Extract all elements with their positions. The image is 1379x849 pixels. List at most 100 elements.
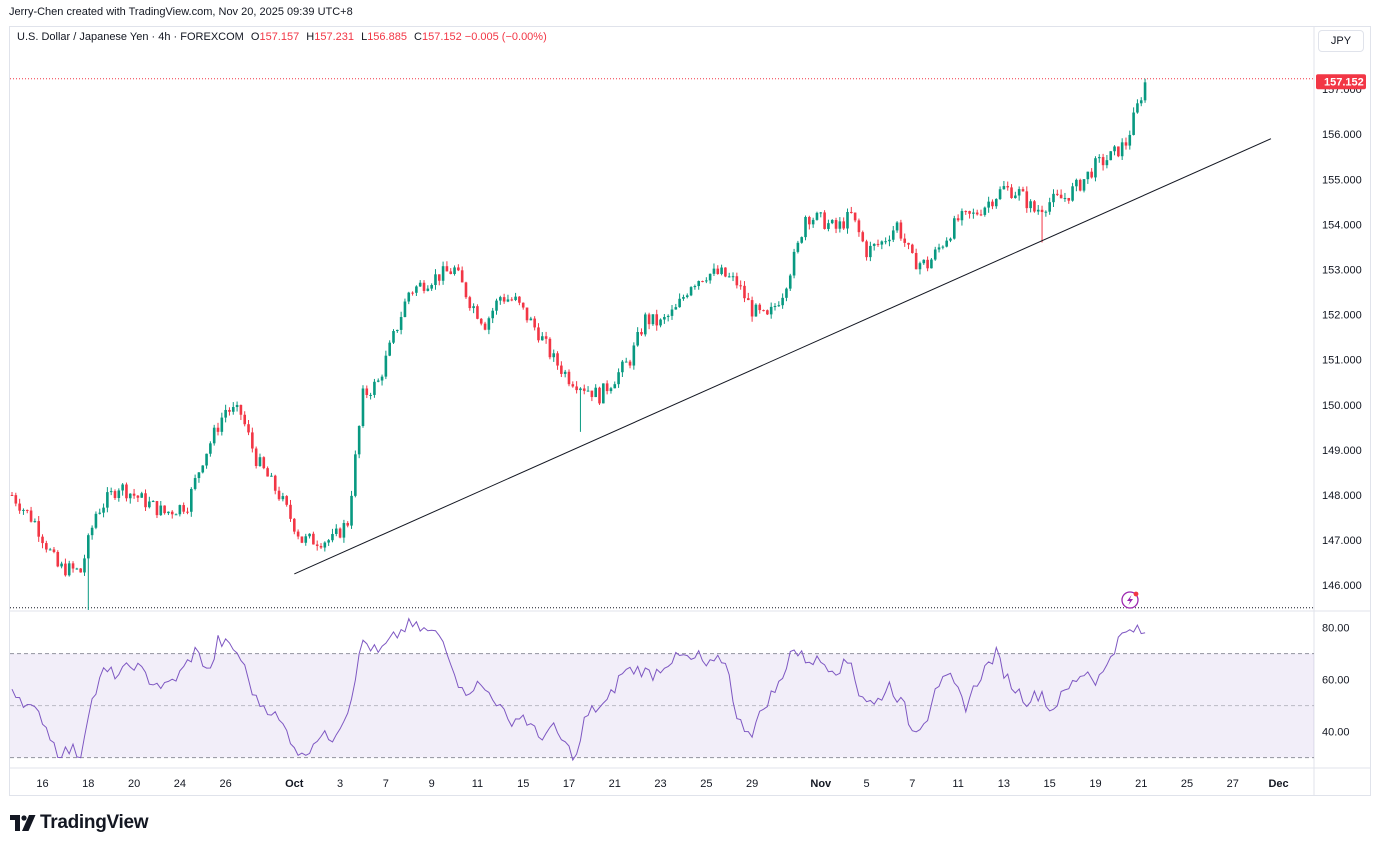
candle	[491, 307, 494, 324]
candle	[605, 380, 609, 395]
candle	[247, 419, 250, 436]
candle	[94, 511, 98, 530]
candle	[853, 212, 857, 223]
candle	[365, 385, 369, 399]
time-tick-label: Oct	[285, 778, 304, 790]
candle	[197, 471, 201, 483]
candle	[41, 534, 44, 549]
candle	[1029, 199, 1032, 213]
candle	[216, 422, 220, 436]
candle	[434, 269, 437, 290]
candle	[1071, 182, 1074, 202]
candle	[167, 511, 170, 516]
candle	[575, 381, 578, 394]
candle	[121, 483, 124, 496]
time-tick-label: 7	[909, 778, 915, 790]
candle	[590, 390, 594, 402]
candle	[708, 273, 712, 284]
candle	[209, 441, 212, 457]
symbol-title[interactable]: U.S. Dollar / Japanese Yen · 4h · FOREXC…	[17, 31, 244, 43]
candle	[422, 280, 426, 294]
candle	[182, 502, 185, 514]
candle	[56, 550, 60, 568]
candle	[781, 293, 784, 309]
tradingview-logo[interactable]: TradingView	[10, 812, 149, 834]
time-tick-label: 5	[863, 778, 869, 790]
candle	[861, 230, 865, 243]
price-tick-label: 146.000	[1322, 580, 1362, 592]
candle	[1132, 107, 1135, 136]
candle	[991, 199, 994, 210]
time-tick-label: 11	[472, 778, 483, 790]
high-value: 157.231	[314, 31, 354, 43]
candle	[132, 488, 136, 499]
candle	[956, 214, 960, 222]
candle	[396, 329, 399, 333]
candle	[926, 256, 929, 272]
candle	[426, 285, 430, 292]
candle	[800, 236, 804, 244]
candle	[979, 209, 983, 217]
candle	[170, 510, 174, 519]
candle	[1090, 168, 1093, 179]
currency-button[interactable]: JPY	[1318, 30, 1364, 52]
time-tick-label: 11	[952, 778, 963, 790]
candle	[510, 297, 514, 302]
candle	[525, 307, 529, 323]
candle	[846, 208, 849, 234]
candle	[312, 531, 315, 545]
trendline[interactable]	[294, 138, 1272, 575]
low-value: 156.885	[367, 31, 407, 43]
time-tick-label: 13	[998, 778, 1010, 790]
price-tick-label: 147.000	[1322, 535, 1362, 547]
candle	[289, 499, 292, 522]
candle	[808, 215, 811, 230]
candle	[60, 561, 63, 569]
candle	[37, 516, 41, 542]
candle	[1101, 153, 1105, 171]
candle	[819, 211, 823, 218]
price-tick-label: 156.000	[1322, 129, 1362, 141]
candle	[342, 519, 346, 543]
candle	[441, 261, 445, 285]
candle	[98, 508, 102, 515]
candle	[33, 518, 37, 523]
candle	[548, 337, 552, 360]
candle	[140, 491, 144, 498]
candle	[911, 243, 914, 254]
candle	[437, 274, 441, 286]
candle	[830, 219, 834, 225]
candle	[125, 482, 128, 502]
candle	[945, 237, 948, 248]
last-price-label: 157.152	[1316, 74, 1366, 90]
candle	[499, 295, 502, 305]
candle	[373, 378, 376, 398]
candle	[815, 211, 819, 221]
rsi-tick-label: 60.00	[1322, 675, 1350, 687]
low-label: L	[361, 31, 368, 43]
candle	[468, 295, 472, 311]
candle	[155, 500, 159, 519]
candle	[258, 453, 262, 467]
time-tick-label: 25	[700, 778, 712, 790]
candle	[1136, 99, 1139, 114]
candle	[682, 294, 685, 301]
flash-icon[interactable]	[1121, 591, 1139, 609]
candle	[1040, 205, 1044, 243]
candle	[739, 280, 742, 290]
candle	[453, 265, 456, 276]
candle	[430, 283, 433, 291]
time-tick-label: 21	[609, 778, 621, 790]
candle	[876, 239, 880, 247]
candle	[1128, 130, 1132, 150]
candle	[277, 486, 281, 501]
open-label: O	[250, 31, 260, 43]
candle	[407, 291, 411, 305]
candle	[556, 351, 559, 370]
candle	[1120, 138, 1124, 160]
candle	[647, 312, 651, 330]
candle	[689, 286, 693, 297]
candle	[930, 258, 933, 269]
candle	[148, 496, 151, 509]
